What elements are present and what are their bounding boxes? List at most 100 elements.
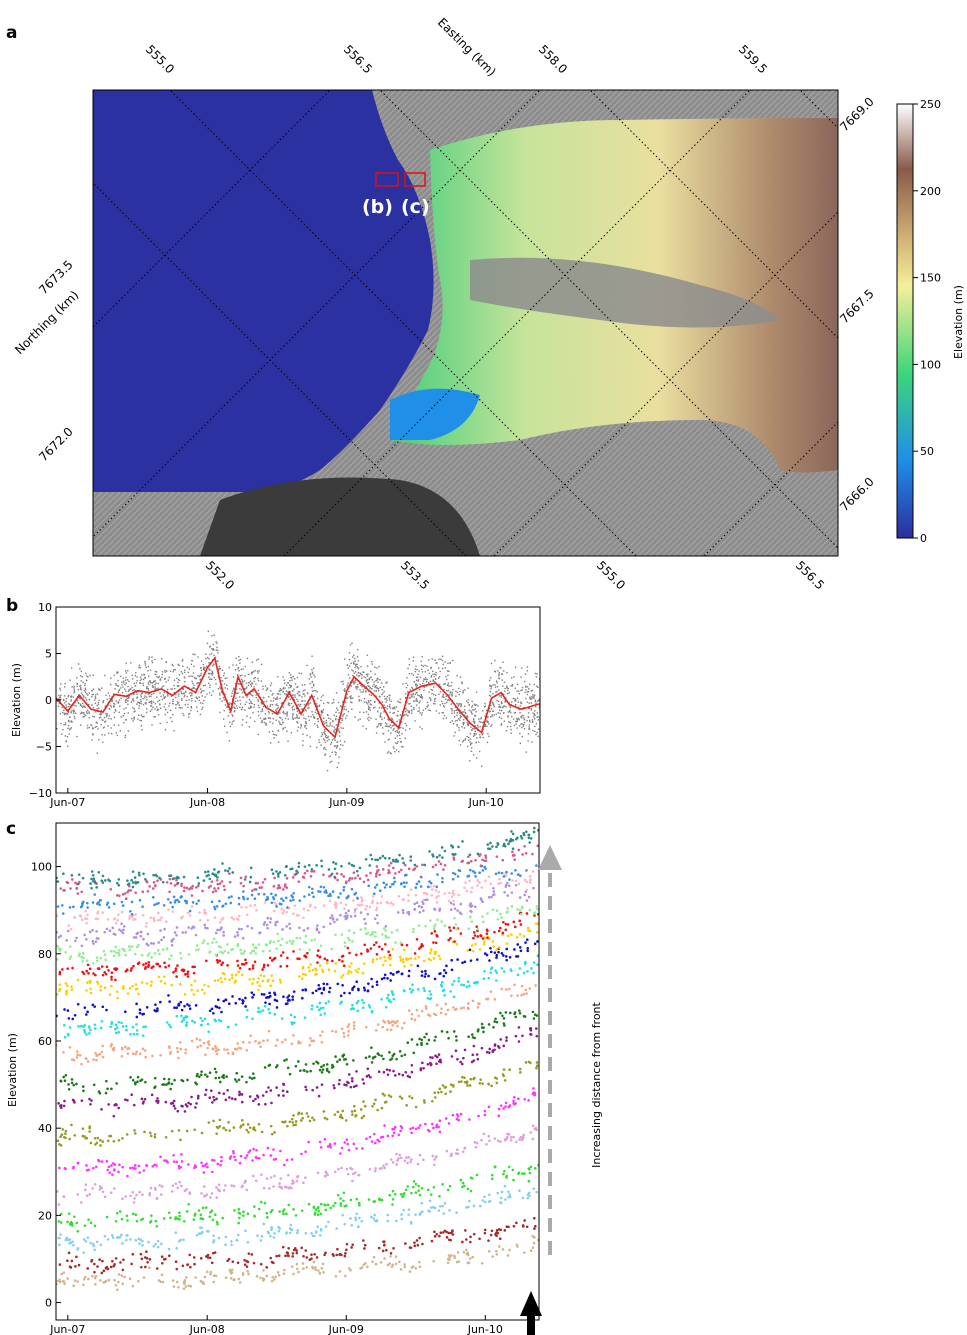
grey-point <box>362 689 365 691</box>
grey-point <box>265 689 268 691</box>
series-point <box>144 1055 147 1059</box>
grey-point <box>175 704 177 706</box>
grey-point <box>112 693 115 695</box>
series-point <box>155 1099 158 1103</box>
grey-point <box>211 674 213 676</box>
grey-point <box>242 719 244 721</box>
grey-point <box>320 710 323 713</box>
grey-point <box>456 709 458 711</box>
series-point <box>176 1186 180 1190</box>
grey-point <box>204 696 206 698</box>
grey-point <box>459 703 461 705</box>
grey-point <box>494 671 496 673</box>
grey-point <box>239 662 241 664</box>
series-point <box>238 1090 241 1094</box>
grey-point <box>397 728 399 730</box>
grey-point <box>126 697 129 700</box>
grey-point <box>113 711 115 714</box>
grey-point <box>297 691 300 693</box>
series-point <box>449 1090 452 1093</box>
series-point <box>420 1038 424 1042</box>
series-point <box>376 1052 380 1055</box>
series-point <box>184 1051 187 1055</box>
series-point <box>445 1230 448 1234</box>
grey-point <box>92 734 94 736</box>
series-point <box>167 1023 171 1027</box>
grey-point <box>181 707 183 709</box>
grey-point <box>529 697 531 699</box>
series-point <box>129 1166 132 1170</box>
series-point <box>60 1103 63 1107</box>
series-point <box>269 1210 273 1214</box>
series-point <box>172 1104 176 1108</box>
series-point <box>426 1188 430 1192</box>
series-point <box>141 1102 145 1105</box>
grey-point <box>231 721 234 723</box>
grey-point <box>290 732 293 734</box>
series-point <box>420 1043 423 1047</box>
series-point <box>391 1161 395 1164</box>
grey-point <box>528 728 530 730</box>
grey-point <box>85 672 87 675</box>
grey-point <box>360 691 362 693</box>
grey-point <box>359 711 361 713</box>
grey-point <box>239 699 241 702</box>
series-point <box>59 1233 62 1236</box>
grey-point <box>474 732 476 735</box>
series-point <box>150 1093 154 1097</box>
grey-point <box>492 702 494 705</box>
grey-point <box>166 688 169 691</box>
grey-point <box>287 702 290 704</box>
series-point <box>470 1033 474 1036</box>
grey-point <box>415 700 417 702</box>
grey-point <box>59 712 62 715</box>
series-point <box>245 1048 249 1052</box>
grey-point <box>154 683 156 686</box>
series-point <box>274 1275 278 1279</box>
grey-point <box>430 674 433 677</box>
grey-point <box>151 660 153 662</box>
grey-point <box>117 679 119 682</box>
series-point <box>257 1041 261 1045</box>
series-point <box>142 1025 145 1029</box>
series-point <box>153 1009 157 1012</box>
grey-point <box>135 682 138 684</box>
series-point <box>148 1131 152 1135</box>
series-point <box>172 1099 176 1103</box>
grey-point <box>409 702 411 705</box>
series-point <box>406 1161 409 1165</box>
grey-point <box>460 703 462 705</box>
grey-point <box>297 722 299 724</box>
series-point <box>332 1204 335 1208</box>
series-point <box>342 1053 346 1057</box>
grey-point <box>212 648 215 650</box>
series-point <box>260 993 264 996</box>
grey-point <box>386 705 389 707</box>
series-point <box>84 1057 88 1060</box>
series-point <box>67 1251 71 1255</box>
series-point <box>525 992 528 995</box>
grey-point <box>361 686 363 688</box>
grey-point <box>379 686 381 689</box>
series-point <box>324 1204 327 1207</box>
grey-point <box>160 695 162 698</box>
grey-point <box>214 678 217 681</box>
series-point <box>408 987 412 991</box>
grey-point <box>448 685 450 687</box>
series-point <box>422 986 426 990</box>
grey-point <box>356 655 359 658</box>
grey-point <box>134 674 137 677</box>
grey-point <box>84 684 86 687</box>
series-point <box>303 1016 307 1019</box>
series-point <box>383 1257 386 1260</box>
series-point <box>120 1274 124 1278</box>
series-point <box>121 1165 124 1169</box>
series-point <box>125 1214 129 1218</box>
series-point <box>332 1084 336 1087</box>
grey-point <box>418 670 420 672</box>
series-point <box>195 1074 199 1078</box>
grey-point <box>172 698 174 701</box>
series-point <box>216 998 220 1002</box>
grey-point <box>289 691 291 693</box>
grey-point <box>530 707 533 710</box>
